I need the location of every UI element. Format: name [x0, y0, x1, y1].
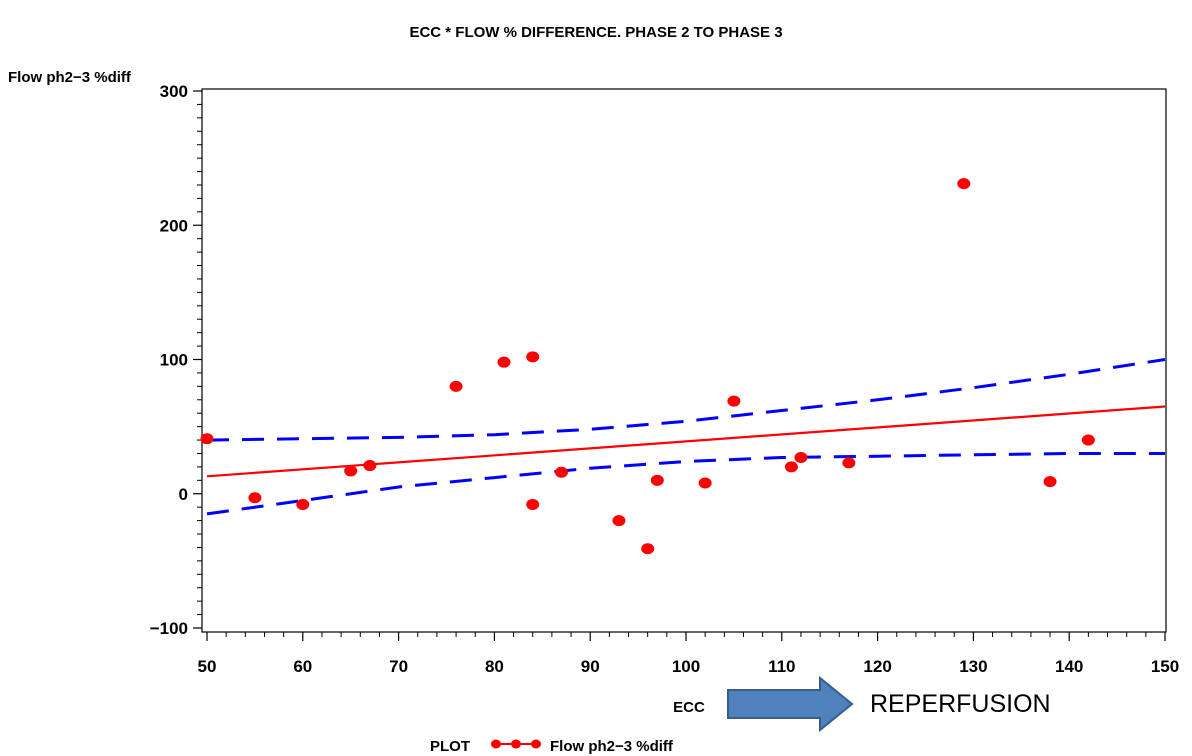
y-tick-label: −100 — [150, 619, 188, 638]
x-tick-label: 150 — [1151, 657, 1179, 676]
legend-symbol — [491, 739, 541, 749]
data-point — [526, 351, 540, 363]
x-tick-label: 110 — [768, 657, 795, 676]
data-point — [554, 466, 568, 478]
data-point — [727, 395, 741, 407]
data-point — [698, 477, 712, 489]
data-point — [526, 498, 540, 510]
x-tick-label: 120 — [863, 657, 891, 676]
data-point — [612, 515, 626, 527]
data-point — [296, 498, 310, 510]
x-tick-label: 100 — [672, 657, 700, 676]
x-tick-label: 130 — [959, 657, 987, 676]
x-tick-label: 80 — [485, 657, 504, 676]
data-point — [344, 465, 358, 477]
y-tick-label: 0 — [179, 485, 188, 504]
x-tick-label: 60 — [293, 657, 312, 676]
minor-ticks — [197, 103, 1147, 637]
data-point — [641, 543, 655, 555]
data-point — [497, 356, 511, 368]
data-point — [784, 461, 798, 473]
plot-area-frame — [201, 88, 1167, 633]
x-axis: 50 60 70 80 90 100 110 120 130 140 150 — [198, 632, 1179, 676]
x-axis-label: ECC — [673, 699, 705, 716]
data-point — [957, 178, 971, 190]
y-tick-label: 100 — [160, 351, 188, 370]
data-point — [1043, 476, 1057, 488]
data-point — [1081, 434, 1095, 446]
y-tick-label: 300 — [160, 82, 188, 101]
data-point — [248, 492, 262, 504]
x-tick-label: 70 — [389, 657, 408, 676]
legend-label: Flow ph2−3 %diff — [550, 738, 674, 755]
data-point — [842, 457, 856, 469]
legend-title: PLOT — [430, 738, 470, 755]
y-axis-label: Flow ph2−3 %diff — [8, 69, 132, 86]
data-point — [449, 380, 463, 392]
confidence-upper-line — [206, 358, 1166, 442]
x-tick-label: 50 — [198, 657, 217, 676]
data-point — [200, 433, 214, 445]
reperfusion-arrow-icon — [727, 675, 854, 733]
y-tick-label: 200 — [160, 216, 188, 235]
data-point — [363, 460, 377, 472]
data-point — [794, 452, 808, 464]
data-points — [200, 178, 1095, 555]
y-axis: −100 0 100 200 300 — [150, 82, 202, 638]
reperfusion-annotation: REPERFUSION — [870, 690, 1051, 718]
data-point — [650, 474, 664, 486]
confidence-lower-line — [206, 452, 1165, 516]
x-tick-label: 140 — [1055, 657, 1083, 676]
chart-title: ECC * FLOW % DIFFERENCE. PHASE 2 TO PHAS… — [409, 24, 782, 41]
x-tick-label: 90 — [581, 657, 600, 676]
